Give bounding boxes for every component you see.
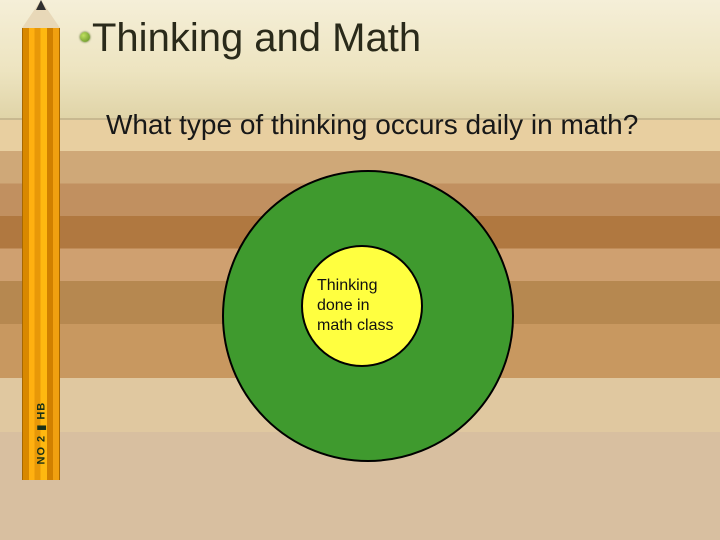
inner-circle-label: Thinking done in math class bbox=[317, 276, 407, 336]
slide-title: Thinking and Math bbox=[92, 16, 421, 61]
inner-circle: Thinking done in math class bbox=[301, 245, 423, 367]
venn-diagram: Thinking done in math class bbox=[222, 170, 514, 462]
slide-question: What type of thinking occurs daily in ma… bbox=[106, 108, 680, 142]
slide-content: Thinking and Math What type of thinking … bbox=[0, 0, 720, 540]
title-bullet-icon bbox=[80, 32, 90, 42]
